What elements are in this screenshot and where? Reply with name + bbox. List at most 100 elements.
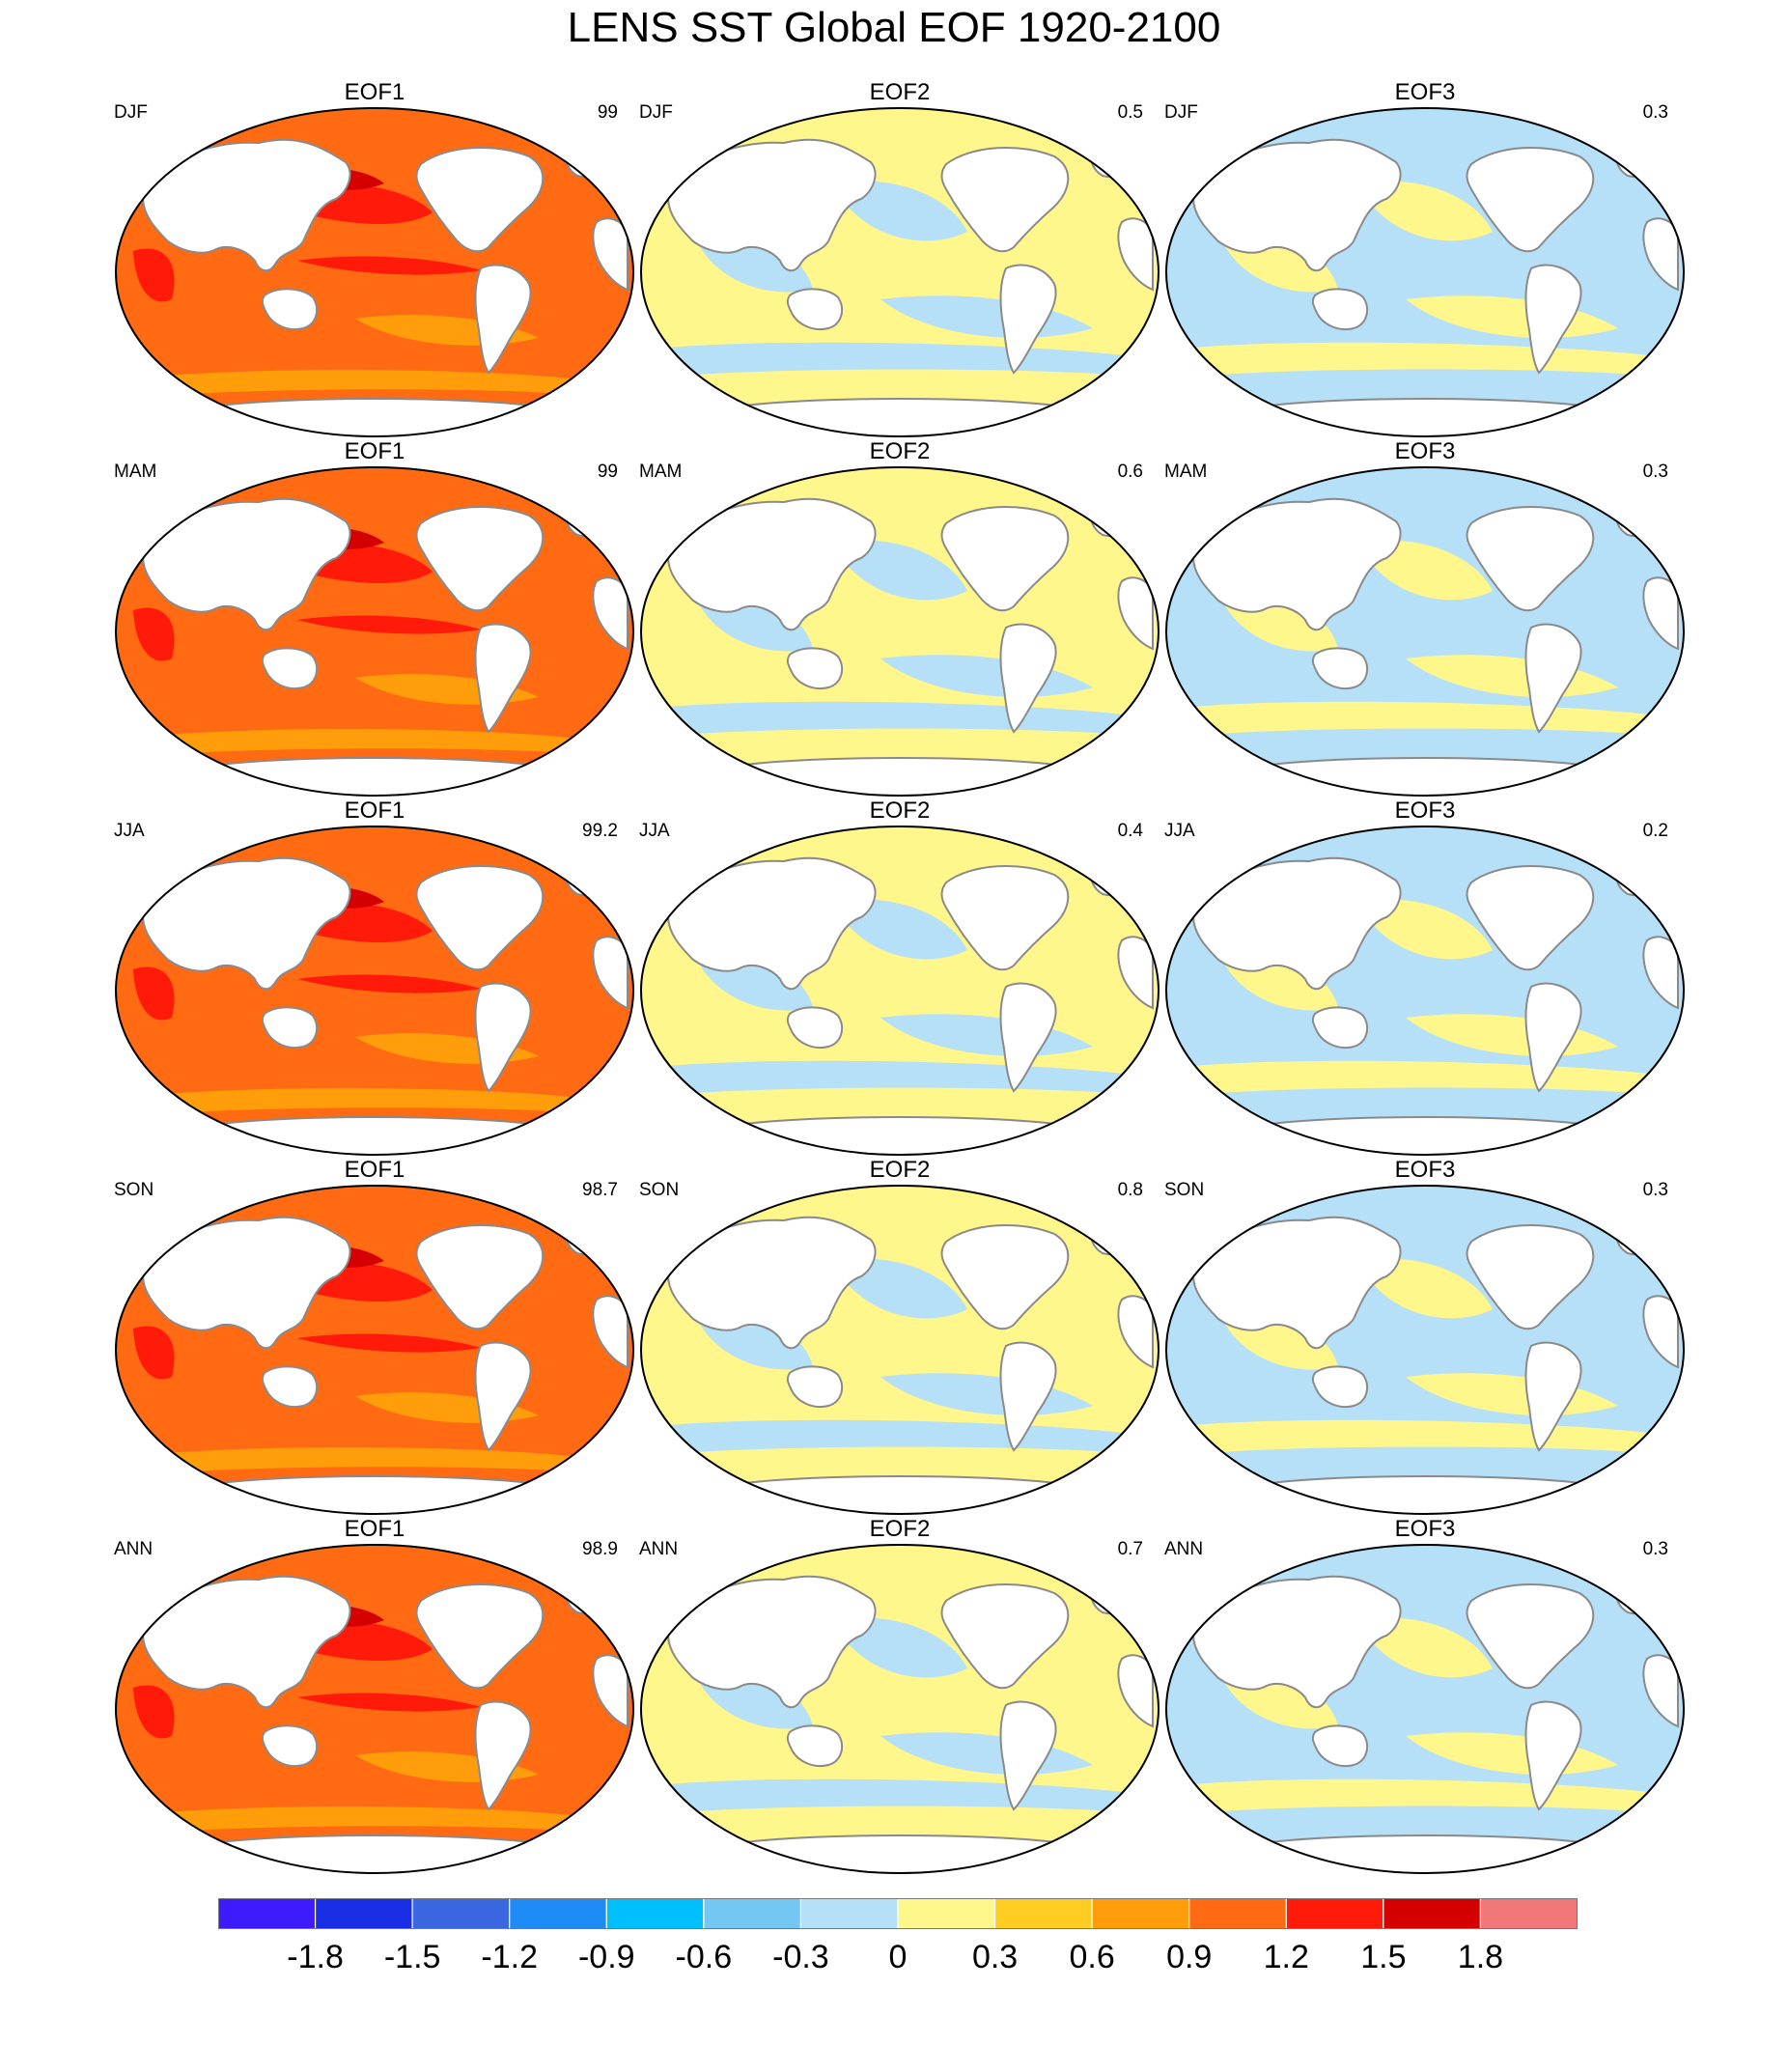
- eof-panel-mam-eof2: EOF2 MAM 0.6: [639, 438, 1160, 798]
- landmass-asia: [666, 497, 877, 631]
- landmass-australia: [261, 1006, 319, 1049]
- landmass-asia: [666, 138, 877, 272]
- colorbar-tick-label: 1.5: [1360, 1939, 1406, 1975]
- sst-anomaly-region: [133, 966, 175, 1021]
- sst-map: [640, 826, 1159, 1156]
- landmass-asia: [141, 856, 351, 991]
- landmass-asia: [1191, 856, 1402, 991]
- colorbar-tick-label: 1.2: [1264, 1939, 1309, 1975]
- sst-anomaly-region: [133, 1685, 175, 1739]
- landmass-asia: [141, 1216, 351, 1350]
- panel-title: EOF3: [1394, 798, 1456, 824]
- landmass-africa: [1642, 936, 1679, 1010]
- sst-map: [640, 1544, 1159, 1874]
- season-label: JJA: [1164, 821, 1195, 841]
- panel-title: EOF1: [344, 438, 405, 464]
- map-frame: [640, 826, 1159, 1156]
- eof-panel-djf-eof3: EOF3 DJF 0.3: [1164, 79, 1686, 438]
- landmass-europe: [565, 1224, 612, 1256]
- landmass-africa: [592, 936, 629, 1010]
- panel-title: EOF1: [344, 798, 405, 824]
- landmass-australia: [786, 1365, 844, 1408]
- landmass-europe: [1615, 147, 1662, 179]
- eof-panel-son-eof1: EOF1 SON 98.7: [114, 1157, 635, 1516]
- landmass-australia: [1311, 1365, 1369, 1408]
- colorbar-segment: [314, 1898, 413, 1930]
- landmass-asia: [1191, 138, 1402, 272]
- landmass-africa: [592, 576, 629, 651]
- landmass-namerica: [940, 1223, 1070, 1330]
- colorbar-segment: [1479, 1898, 1578, 1930]
- eof-panel-ann-eof2: EOF2 ANN 0.7: [639, 1516, 1160, 1875]
- landmass-samerica: [474, 1341, 532, 1452]
- landmass-samerica: [474, 623, 532, 734]
- eof-panel-djf-eof2: EOF2 DJF 0.5: [639, 79, 1160, 438]
- landmass-samerica: [1524, 982, 1582, 1093]
- landmass-africa: [592, 1654, 629, 1728]
- landmass-samerica: [999, 623, 1057, 734]
- map-frame: [115, 1544, 634, 1874]
- landmass-namerica: [415, 1582, 545, 1690]
- colorbar-segment: [1285, 1898, 1384, 1930]
- season-label: DJF: [1164, 102, 1198, 123]
- map-frame: [640, 1185, 1159, 1515]
- landmass-samerica: [999, 982, 1057, 1093]
- season-label: SON: [114, 1180, 154, 1200]
- sst-map: [1165, 466, 1685, 797]
- variance-percent: 0.2: [1642, 821, 1668, 841]
- landmass-namerica: [1466, 864, 1595, 971]
- season-label: MAM: [1164, 462, 1208, 482]
- figure-title: LENS SST Global EOF 1920-2100: [567, 4, 1221, 51]
- sst-anomaly-region: [153, 729, 597, 755]
- season-label: DJF: [114, 102, 148, 123]
- sst-map: [1165, 1185, 1685, 1515]
- landmass-samerica: [999, 1341, 1057, 1452]
- eof-panel-ann-eof3: EOF3 ANN 0.3: [1164, 1516, 1686, 1875]
- variance-percent: 0.3: [1642, 1180, 1668, 1200]
- landmass-africa: [1642, 1295, 1679, 1369]
- panel-title: EOF2: [869, 79, 931, 105]
- variance-percent: 0.3: [1642, 102, 1668, 123]
- colorbar: -1.8 -1.5 -1.2 -0.9 -0.6 -0.3 0 0.3 0.6 0.9 1.2 1.5…: [218, 1898, 1578, 1975]
- season-label: JJA: [639, 821, 670, 841]
- landmass-asia: [666, 856, 877, 991]
- landmass-africa: [1117, 936, 1154, 1010]
- season-label: JJA: [114, 821, 145, 841]
- variance-percent: 0.3: [1642, 462, 1668, 482]
- colorbar-tick-label: 0: [889, 1939, 908, 1975]
- landmass-namerica: [1466, 146, 1595, 253]
- sst-map: [640, 1185, 1159, 1515]
- landmass-namerica: [415, 505, 545, 612]
- landmass-australia: [261, 647, 319, 689]
- landmass-asia: [1191, 1575, 1402, 1709]
- landmass-samerica: [474, 1700, 532, 1811]
- landmass-africa: [592, 217, 629, 292]
- landmass-samerica: [474, 982, 532, 1093]
- colorbar-tick-label: 0.6: [1070, 1939, 1115, 1975]
- landmass-samerica: [999, 264, 1057, 375]
- landmass-europe: [1090, 1583, 1137, 1615]
- colorbar-segment: [1383, 1898, 1482, 1930]
- sst-anomaly-region: [133, 248, 175, 302]
- panel-title: EOF2: [869, 798, 931, 824]
- landmass-asia: [666, 1216, 877, 1350]
- landmass-australia: [786, 1006, 844, 1049]
- landmass-europe: [1615, 1224, 1662, 1256]
- landmass-australia: [261, 1724, 319, 1767]
- sst-anomaly-region: [153, 1806, 597, 1833]
- landmass-europe: [1090, 1224, 1137, 1256]
- landmass-africa: [1642, 217, 1679, 292]
- eof-panel-grid: EOF1 DJF 99 EOF2 DJF 0.5 EOF3 DJF 0.3 EOF1 MAM 99 EO…: [114, 79, 1686, 1874]
- season-label: ANN: [639, 1539, 679, 1559]
- landmass-namerica: [415, 864, 545, 971]
- landmass-europe: [1615, 506, 1662, 538]
- sst-anomaly-region: [297, 1333, 481, 1353]
- colorbar-tick-label: 0.9: [1166, 1939, 1212, 1975]
- landmass-africa: [592, 1295, 629, 1369]
- sst-map: [115, 466, 634, 797]
- landmass-samerica: [1524, 264, 1582, 375]
- colorbar-segment: [1091, 1898, 1190, 1930]
- sst-anomaly-region: [153, 1447, 597, 1473]
- colorbar-tick-label: -0.3: [772, 1939, 829, 1975]
- season-label: MAM: [639, 462, 683, 482]
